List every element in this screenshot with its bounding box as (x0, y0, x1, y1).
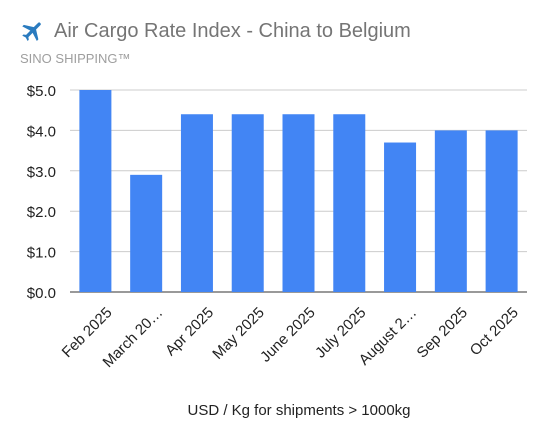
y-tick-label: $3.0 (27, 164, 56, 181)
x-axis-label: USD / Kg for shipments > 1000kg (187, 402, 410, 419)
bar (434, 130, 467, 292)
title-row: Air Cargo Rate Index - China to Belgium (20, 18, 411, 44)
bar (180, 114, 213, 293)
bar (231, 114, 264, 293)
bar (333, 114, 366, 293)
y-tick-label: $2.0 (27, 204, 56, 221)
y-tick-label: $0.0 (27, 285, 56, 302)
bar (384, 142, 417, 292)
bar (485, 130, 518, 292)
y-tick-label: $5.0 (27, 83, 56, 100)
x-tick-label: June 2025 (257, 304, 319, 366)
airplane-icon (22, 22, 41, 41)
chart-title: Air Cargo Rate Index - China to Belgium (54, 19, 411, 42)
bar (282, 114, 315, 293)
chart-subtitle: SINO SHIPPING™ (20, 51, 131, 66)
y-axis-ticks: $0.0 $1.0 $2.0 $3.0 $4.0 $5.0 (27, 83, 56, 302)
bar (79, 90, 112, 292)
y-tick-label: $1.0 (27, 245, 56, 262)
bar (130, 174, 163, 292)
bars (79, 90, 518, 293)
y-tick-label: $4.0 (27, 123, 56, 140)
x-tick-label: Sep 2025 (414, 304, 471, 361)
x-tick-label: Oct 2025 (467, 304, 522, 359)
